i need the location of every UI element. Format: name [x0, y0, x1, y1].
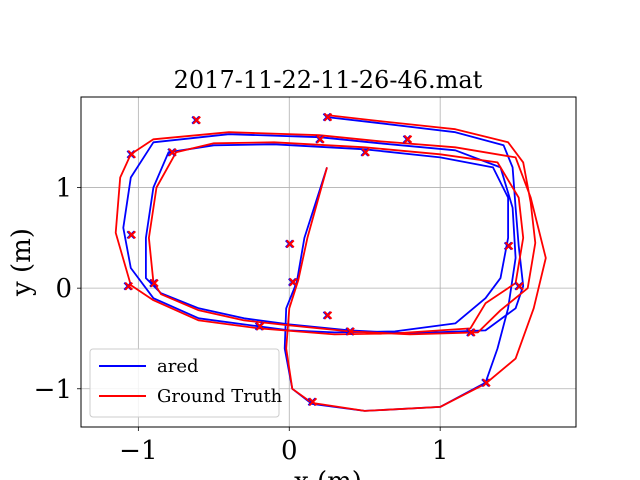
waypoint-marker-red	[504, 241, 514, 251]
x-tick-label: 1	[432, 436, 449, 466]
legend-label-ared: ared	[157, 356, 199, 377]
waypoint-marker-red	[346, 327, 355, 336]
waypoint-marker-red	[323, 311, 333, 320]
y-ticks: −1 0 1	[34, 174, 81, 405]
x-axis-label: x (m)	[294, 467, 362, 480]
waypoint-marker-red	[403, 135, 413, 144]
series-ground-truth	[114, 114, 547, 412]
trajectory-line	[122, 116, 525, 412]
waypoint-marker-red	[127, 150, 137, 159]
y-tick-label: −1	[34, 375, 72, 405]
waypoint-marker-red	[192, 115, 201, 125]
waypoint-marker-red	[515, 281, 524, 291]
trajectory-line	[114, 114, 547, 412]
waypoint-marker-red	[361, 148, 370, 157]
waypoint-marker-red	[289, 277, 298, 287]
waypoint-marker-red	[255, 322, 265, 331]
x-ticks: −1 0 1	[119, 427, 448, 466]
waypoint-markers	[123, 112, 524, 407]
waypoint-marker-red	[168, 148, 177, 157]
waypoint-marker-red	[316, 135, 325, 144]
waypoint-marker-red	[150, 278, 159, 288]
waypoint-marker-red	[323, 112, 333, 122]
waypoint-marker-red	[286, 239, 295, 249]
y-tick-label: 0	[55, 274, 72, 304]
legend-label-ground-truth: Ground Truth	[157, 386, 283, 407]
plot-area-frame	[80, 96, 577, 428]
waypoint-marker-red	[308, 397, 318, 407]
waypoint-marker-red	[124, 281, 133, 291]
series-ared	[122, 116, 525, 412]
y-axis-label: y (m)	[7, 228, 37, 297]
waypoint-marker-red	[467, 328, 476, 337]
y-tick-label: 1	[55, 174, 72, 204]
legend: ared Ground Truth	[89, 348, 283, 418]
waypoint-marker-red	[482, 378, 491, 387]
x-tick-label: −1	[119, 436, 157, 466]
chart-title: 2017-11-22-11-26-46.mat	[174, 66, 483, 94]
x-tick-label: 0	[281, 436, 298, 466]
waypoint-marker-red	[127, 230, 137, 240]
